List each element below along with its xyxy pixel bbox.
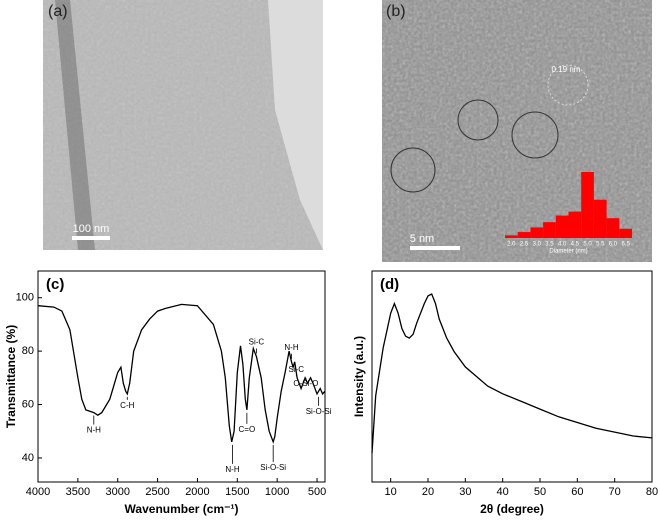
x-tick-label: 5.5 [596, 242, 605, 248]
bar [543, 222, 556, 238]
annotation: O-Si-O [293, 379, 318, 388]
x-tick-label: 3000 [105, 486, 129, 498]
x-tick-label: 60 [571, 486, 583, 498]
x-tick-label: 70 [609, 486, 621, 498]
plot-frame [371, 270, 653, 483]
x-tick-label: 6.0 [609, 242, 618, 248]
x-tick-label: 2.0 [507, 242, 516, 248]
particle [390, 147, 436, 193]
bar [568, 211, 582, 238]
x-tick-label: 4.5 [571, 242, 580, 248]
x-tick-label: 1500 [225, 486, 249, 498]
x-axis-label: Wavenumber (cm⁻¹) [125, 502, 239, 516]
panel-label: (c) [46, 276, 64, 293]
scale-bar [72, 236, 110, 240]
x-tick-label: 10 [385, 486, 397, 498]
y-axis-label: Transmittance (%) [4, 325, 18, 428]
x-tick-label: 2500 [145, 486, 169, 498]
charts: 2.0 2.5 3.0 3.5 4.0 4.5 5.0 5.5 6.0 6.5 Diameter (… [4, 172, 658, 516]
micrograph-a: (a) 100 nm [43, 0, 323, 250]
annotation: Si-C [249, 338, 265, 347]
annotation: C-H [120, 401, 134, 410]
x-tick-label: 3.5 [545, 242, 554, 248]
annotation: Si-O-Si [260, 463, 286, 472]
x-tick-label: 500 [308, 486, 326, 498]
bar [619, 228, 632, 238]
x-tick-label: 2000 [185, 486, 209, 498]
x-axis-label: 2θ (degree) [480, 502, 544, 516]
annotation: N-H [87, 426, 101, 435]
y-tick-label: 80 [22, 345, 34, 357]
panel-label: (a) [48, 3, 68, 20]
annotation: Si-C [289, 365, 305, 374]
bar [593, 199, 607, 238]
scale-label: 100 nm [73, 223, 110, 235]
x-tick-label: 3.0 [533, 242, 542, 248]
bar [530, 227, 544, 238]
bar [581, 172, 594, 238]
x-tick-label: 50 [534, 486, 546, 498]
y-tick-label: 100 [16, 292, 34, 304]
scale-bar [410, 246, 460, 250]
x-tick-label: 5.0 [583, 242, 592, 248]
lattice-label: 0.19 nm [552, 65, 581, 74]
annotation: C=O [239, 425, 256, 434]
y-tick-label: 40 [22, 452, 34, 464]
x-tick-label: 6.5 [621, 242, 630, 248]
panel-label: (b) [386, 3, 406, 20]
bar [555, 215, 569, 238]
x-tick-label: 30 [459, 486, 471, 498]
x-tick-label: 40 [497, 486, 509, 498]
x-tick-label: 4.0 [558, 242, 567, 248]
plot-frame [37, 270, 326, 483]
annotation: N-H [225, 465, 239, 474]
y-axis-label: Intensity (a.u.) [352, 336, 366, 417]
x-axis-label: Diameter (nm) [549, 249, 587, 255]
data-line [371, 293, 653, 454]
panel-label: (d) [380, 276, 399, 293]
image-edge [268, 0, 323, 250]
scale-label: 5 nm [410, 233, 434, 245]
particle [511, 111, 559, 159]
bar [505, 235, 518, 238]
particle [457, 99, 499, 141]
x-tick-label: 20 [422, 486, 434, 498]
x-tick-label: 2.5 [520, 242, 529, 248]
annotation: N-H [284, 343, 298, 352]
bar [517, 232, 531, 238]
x-tick-label: 4000 [26, 486, 50, 498]
y-tick-label: 60 [22, 398, 34, 410]
data-line [37, 303, 326, 444]
x-tick-label: 80 [646, 486, 658, 498]
annotation: Si-O-Si [306, 407, 332, 416]
bar [606, 218, 620, 238]
particle [547, 64, 589, 106]
x-tick-label: 3500 [66, 486, 90, 498]
image-fold [55, 0, 95, 250]
x-tick-label: 1000 [265, 486, 289, 498]
